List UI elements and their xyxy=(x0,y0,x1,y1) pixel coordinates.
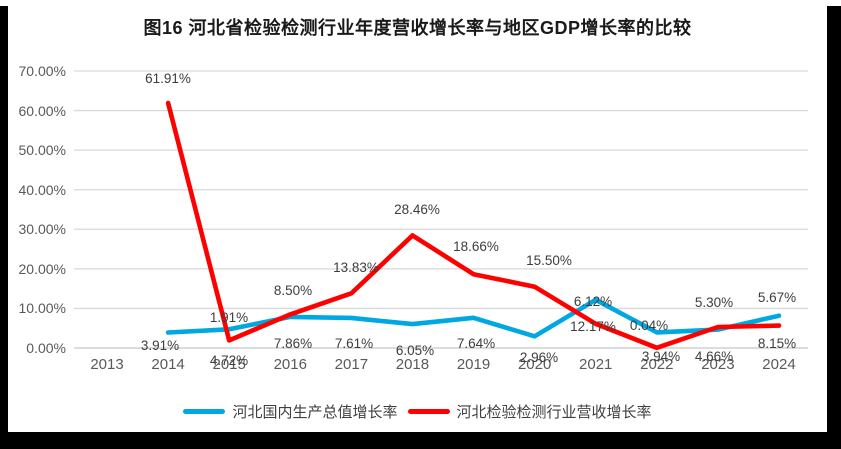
gdp-data-label: 6.05% xyxy=(395,343,435,358)
gdp-data-label: 2.96% xyxy=(519,350,559,365)
revenue-data-label: 18.66% xyxy=(453,239,499,254)
legend-item-gdp: 河北国内生产总值增长率 xyxy=(183,401,398,422)
gdp-data-label: 8.15% xyxy=(757,336,797,351)
gdp-data-label: 7.64% xyxy=(456,336,496,351)
x-axis-tick-label: 2018 xyxy=(395,356,430,373)
y-axis-tick-label: 40.00% xyxy=(18,181,66,198)
y-axis-tick-label: 70.00% xyxy=(18,63,66,79)
chart-panel xyxy=(8,0,827,432)
x-axis-tick-label: 2024 xyxy=(762,356,796,373)
x-axis-tick-label: 2014 xyxy=(151,356,185,373)
gdp-data-label: 7.61% xyxy=(334,336,374,351)
legend-label-revenue: 河北检验检测行业营收增长率 xyxy=(456,403,652,421)
gdp-data-label: 7.86% xyxy=(273,336,313,351)
y-axis-tick-label: 10.00% xyxy=(18,300,66,317)
revenue-growth-line xyxy=(165,100,782,351)
y-axis-tick-label: 20.00% xyxy=(18,260,66,277)
x-axis-tick-label: 2020 xyxy=(517,356,552,373)
chart-legend: 河北国内生产总值增长率 河北检验检测行业营收增长率 xyxy=(8,401,827,421)
gdp-data-label: 4.66% xyxy=(694,349,734,364)
revenue-data-label: 13.83% xyxy=(333,260,379,275)
x-axis-tick-label: 2023 xyxy=(701,356,735,373)
x-axis-tick-label: 2016 xyxy=(273,356,307,373)
y-axis-tick-label: 0.00% xyxy=(26,340,66,356)
legend-item-revenue: 河北检验检测行业营收增长率 xyxy=(407,401,652,422)
revenue-data-label: 1.91% xyxy=(209,310,249,325)
y-axis-tick-label: 60.00% xyxy=(18,102,66,119)
x-axis-tick-label: 2015 xyxy=(212,356,246,373)
gdp-data-label: 3.91% xyxy=(140,338,180,353)
chart-title: 图16 河北省检验检测行业年度营收增长率与地区GDP增长率的比较 xyxy=(143,18,692,38)
revenue-data-label: 6.12% xyxy=(573,294,613,309)
gdp-data-label: 12.17% xyxy=(570,319,616,334)
x-axis-tick-label: 2013 xyxy=(90,356,124,373)
revenue-data-label: 15.50% xyxy=(526,253,572,268)
gdp-line-swatch xyxy=(183,408,226,414)
y-axis-tick-label: 50.00% xyxy=(18,142,66,159)
x-axis-tick-label: 2022 xyxy=(640,356,674,373)
x-axis-tick-label: 2019 xyxy=(456,356,491,373)
x-axis-tick-label: 2017 xyxy=(334,356,369,373)
revenue-data-label: 61.91% xyxy=(145,71,191,86)
legend-label-gdp: 河北国内生产总值增长率 xyxy=(232,403,398,421)
x-axis-tick-label: 2021 xyxy=(579,356,613,373)
y-axis-tick-label: 30.00% xyxy=(18,221,66,238)
revenue-data-label: 5.67% xyxy=(757,290,797,305)
revenue-data-label: 28.46% xyxy=(394,202,440,217)
revenue-data-label: 8.50% xyxy=(273,283,313,298)
gdp-data-label: 4.72% xyxy=(209,353,249,368)
revenue-data-label: 5.30% xyxy=(694,295,734,310)
gdp-data-label: 3.94% xyxy=(641,349,681,364)
revenue-data-label: 0.04% xyxy=(629,318,669,333)
revenue-line-swatch xyxy=(407,408,450,414)
